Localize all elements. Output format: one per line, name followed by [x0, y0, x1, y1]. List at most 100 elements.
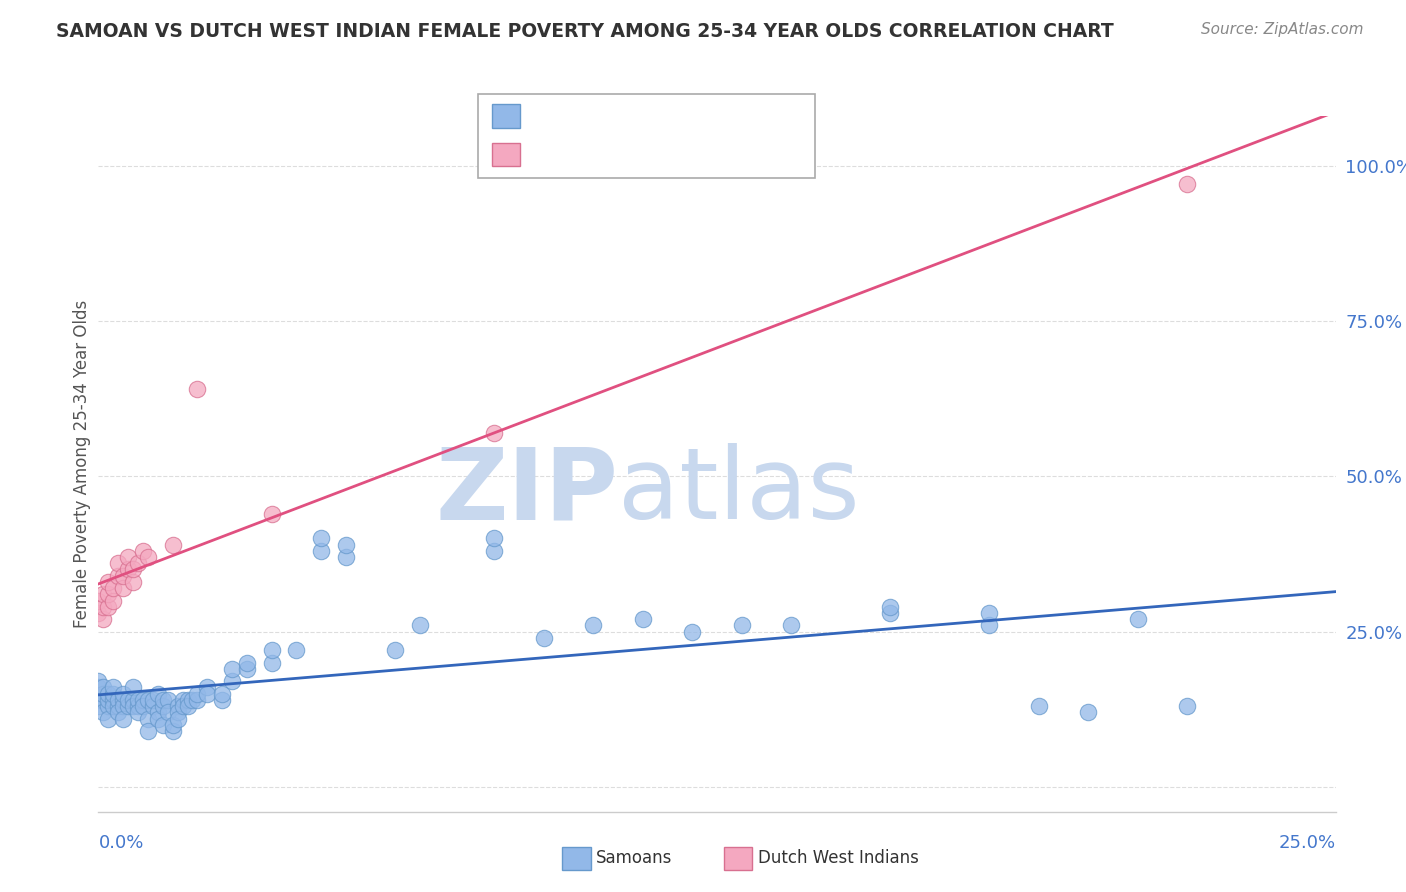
Point — [103, 593, 125, 607]
Point — [112, 687, 135, 701]
Point — [93, 612, 115, 626]
Point — [1077, 706, 1099, 720]
Point — [236, 662, 259, 676]
Point — [1175, 699, 1198, 714]
Point — [384, 643, 406, 657]
Point — [107, 556, 129, 570]
Point — [117, 699, 139, 714]
Point — [166, 699, 188, 714]
Point — [236, 656, 259, 670]
Point — [162, 717, 184, 731]
Point — [211, 687, 233, 701]
Point — [195, 687, 218, 701]
Y-axis label: Female Poverty Among 25-34 Year Olds: Female Poverty Among 25-34 Year Olds — [73, 300, 91, 628]
Point — [136, 712, 159, 726]
Point — [97, 599, 120, 614]
Point — [309, 532, 332, 546]
Point — [87, 681, 110, 695]
Point — [1175, 178, 1198, 192]
Point — [117, 549, 139, 564]
Text: Source: ZipAtlas.com: Source: ZipAtlas.com — [1201, 22, 1364, 37]
Point — [142, 693, 165, 707]
Point — [681, 624, 703, 639]
Point — [93, 681, 115, 695]
Text: 74: 74 — [682, 106, 707, 126]
Point — [166, 712, 188, 726]
Point — [979, 618, 1001, 632]
Point — [122, 699, 145, 714]
Point — [156, 706, 179, 720]
Point — [195, 681, 218, 695]
Point — [132, 693, 155, 707]
Point — [152, 693, 174, 707]
Point — [1028, 699, 1050, 714]
Point — [112, 581, 135, 595]
Point — [87, 593, 110, 607]
Point — [87, 674, 110, 689]
Point — [335, 549, 357, 564]
Point — [879, 606, 901, 620]
Text: atlas: atlas — [619, 443, 859, 541]
Point — [146, 687, 169, 701]
Point — [93, 693, 115, 707]
Text: 0.217: 0.217 — [571, 106, 630, 126]
Point — [112, 699, 135, 714]
Text: 25.0%: 25.0% — [1278, 834, 1336, 852]
Point — [107, 699, 129, 714]
Point — [127, 706, 149, 720]
Point — [87, 693, 110, 707]
Point — [152, 717, 174, 731]
Point — [103, 687, 125, 701]
Point — [112, 693, 135, 707]
Point — [136, 549, 159, 564]
Point — [146, 706, 169, 720]
Point — [484, 532, 506, 546]
Point — [731, 618, 754, 632]
Point — [186, 693, 208, 707]
Point — [166, 706, 188, 720]
Point — [127, 699, 149, 714]
Point — [97, 693, 120, 707]
Point — [309, 543, 332, 558]
Point — [132, 699, 155, 714]
Point — [103, 699, 125, 714]
Point — [97, 587, 120, 601]
Point — [136, 693, 159, 707]
Point — [107, 706, 129, 720]
Point — [117, 562, 139, 576]
Point — [162, 538, 184, 552]
Text: Dutch West Indians: Dutch West Indians — [758, 849, 918, 867]
Point — [87, 606, 110, 620]
Text: 0.764: 0.764 — [571, 145, 630, 164]
Point — [186, 687, 208, 701]
Point — [97, 687, 120, 701]
Point — [122, 562, 145, 576]
Point — [122, 693, 145, 707]
Point — [221, 674, 243, 689]
Point — [107, 568, 129, 582]
Text: SAMOAN VS DUTCH WEST INDIAN FEMALE POVERTY AMONG 25-34 YEAR OLDS CORRELATION CHA: SAMOAN VS DUTCH WEST INDIAN FEMALE POVER… — [56, 22, 1114, 41]
Point — [181, 693, 204, 707]
Point — [335, 538, 357, 552]
Point — [186, 382, 208, 396]
Point — [162, 723, 184, 738]
Text: Samoans: Samoans — [596, 849, 672, 867]
Point — [484, 543, 506, 558]
Point — [176, 699, 198, 714]
Point — [127, 693, 149, 707]
Point — [132, 543, 155, 558]
Point — [285, 643, 308, 657]
Text: N =: N = — [630, 145, 683, 164]
Point — [221, 662, 243, 676]
Text: N =: N = — [630, 106, 683, 126]
Point — [176, 693, 198, 707]
Point — [87, 699, 110, 714]
Text: 26: 26 — [682, 145, 707, 164]
Point — [122, 681, 145, 695]
Point — [117, 693, 139, 707]
Point — [97, 699, 120, 714]
Point — [136, 723, 159, 738]
Point — [93, 599, 115, 614]
Point — [97, 574, 120, 589]
Text: ZIP: ZIP — [436, 443, 619, 541]
